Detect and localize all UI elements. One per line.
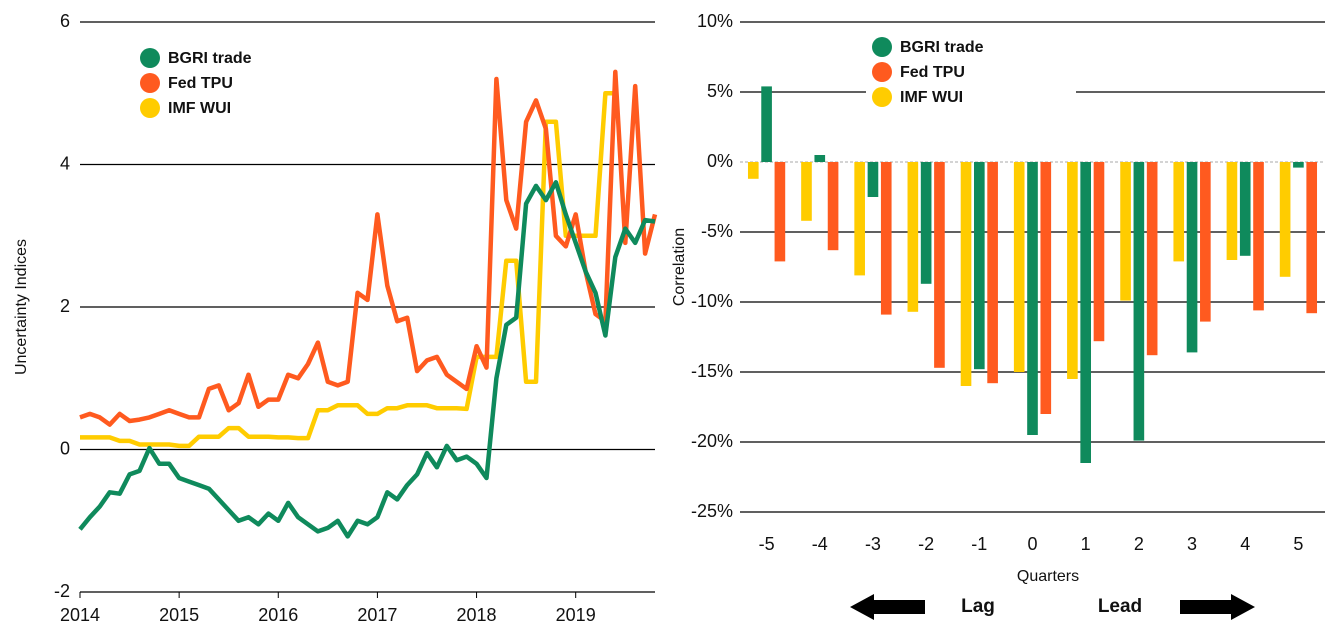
bar: [867, 162, 879, 197]
bar: [960, 162, 972, 386]
y-axis-title: Correlation: [671, 228, 688, 306]
bar: [1253, 162, 1264, 311]
legend-label: Fed TPU: [900, 64, 965, 81]
x-tick-label: 0: [1027, 534, 1037, 554]
bar: [1120, 162, 1131, 301]
bar: [1027, 162, 1038, 435]
y-tick-label: 10%: [697, 11, 733, 31]
series-line: [79, 69, 658, 427]
bar: [1013, 162, 1025, 372]
x-tick-label: -4: [812, 534, 828, 554]
bar: [747, 162, 759, 179]
legend-label: Fed TPU: [168, 75, 233, 92]
bar: [801, 162, 812, 221]
bar: [827, 162, 839, 251]
legend-marker: [872, 87, 892, 107]
bar: [880, 162, 892, 315]
bar: [1239, 162, 1251, 256]
y-tick-label: 0%: [707, 151, 733, 171]
legend-label: IMF WUI: [900, 89, 963, 106]
bar: [1226, 162, 1238, 260]
series-line: [80, 91, 616, 449]
legend-marker: [872, 62, 892, 82]
y-tick-label: 4: [60, 153, 70, 173]
y-tick-label: -15%: [691, 361, 733, 381]
bar: [987, 162, 998, 384]
x-tick-label: -5: [759, 534, 775, 554]
bar: [761, 86, 772, 162]
legend-marker: [140, 48, 160, 68]
bar: [1067, 162, 1078, 379]
bar: [1200, 162, 1211, 322]
y-tick-label: -2: [54, 581, 70, 601]
y-tick-label: -5%: [701, 221, 733, 241]
bar: [974, 162, 985, 370]
lead-arrow: [1180, 594, 1255, 620]
bar: [1080, 162, 1091, 463]
legend-label: IMF WUI: [168, 100, 231, 117]
bar: [934, 162, 945, 368]
x-tick-label: 2014: [60, 605, 100, 625]
bar: [920, 162, 932, 284]
x-tick-label: 2016: [258, 605, 298, 625]
bar: [1306, 162, 1318, 314]
x-tick-label: 2: [1134, 534, 1144, 554]
bar: [1293, 162, 1304, 168]
series-line: [78, 180, 656, 539]
legend-label: BGRI trade: [168, 50, 252, 67]
legend-marker: [140, 98, 160, 118]
x-tick-label: 4: [1240, 534, 1250, 554]
y-tick-label: 2: [60, 296, 70, 316]
x-axis-title: Quarters: [1017, 568, 1079, 585]
bar: [1173, 162, 1185, 262]
lag-arrow: [850, 594, 925, 620]
legend-marker: [140, 73, 160, 93]
annotation: Lead: [1098, 596, 1142, 617]
x-tick-label: 1: [1081, 534, 1091, 554]
bar: [774, 162, 786, 262]
y-axis-title: Uncertainty Indices: [13, 239, 30, 375]
legend-label: BGRI trade: [900, 39, 984, 56]
annotation: Lag: [961, 596, 995, 617]
y-tick-label: 5%: [707, 81, 733, 101]
x-tick-label: 2015: [159, 605, 199, 625]
x-tick-label: -3: [865, 534, 881, 554]
y-tick-label: 0: [60, 438, 70, 458]
x-tick-label: 2019: [556, 605, 596, 625]
bar: [1133, 162, 1145, 441]
bar: [1279, 162, 1291, 277]
x-tick-label: -1: [971, 534, 987, 554]
x-tick-label: 5: [1293, 534, 1303, 554]
bar: [854, 162, 865, 276]
bar: [1186, 162, 1198, 353]
y-tick-label: -25%: [691, 501, 733, 521]
legend-marker: [872, 37, 892, 57]
x-tick-label: 2017: [357, 605, 397, 625]
y-tick-label: 6: [60, 11, 70, 31]
bar: [814, 155, 826, 162]
legend-background: [866, 33, 1076, 103]
x-tick-label: 2018: [457, 605, 497, 625]
bar: [1040, 162, 1052, 414]
y-tick-label: -10%: [691, 291, 733, 311]
y-tick-label: -20%: [691, 431, 733, 451]
bar: [1093, 162, 1105, 342]
x-tick-label: -2: [918, 534, 934, 554]
bar: [907, 162, 919, 312]
x-tick-label: 3: [1187, 534, 1197, 554]
bar: [1146, 162, 1158, 356]
